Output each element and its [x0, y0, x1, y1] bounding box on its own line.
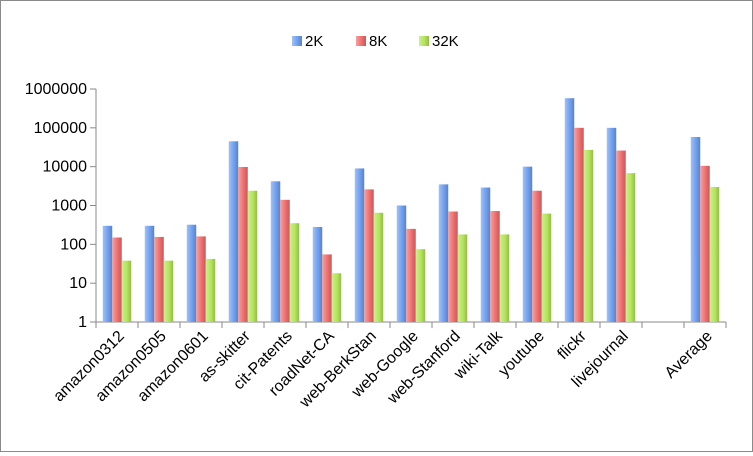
legend-label: 32K	[432, 33, 459, 50]
bar-32k-livejournal	[625, 173, 636, 322]
bar-2k-web-google	[396, 205, 407, 322]
bar-8k-roadnet-ca	[322, 254, 332, 322]
bar-32k-web-google	[415, 249, 426, 322]
bar-8k-amazon0601	[196, 236, 206, 322]
bar-32k-amazon0505	[163, 260, 174, 322]
bar-8k-web-stanford	[448, 211, 458, 322]
legend-item-8k: 8K	[356, 33, 387, 50]
bar-32k-as-skitter	[247, 190, 258, 322]
bar-8k-amazon0312	[112, 237, 122, 322]
x-tick-label: youtube	[496, 328, 548, 380]
bar-2k-wiki-talk	[480, 187, 491, 322]
bar-2k-web-berkstan	[354, 168, 365, 322]
y-tick-label: 1	[78, 314, 87, 331]
bar-8k-youtube	[532, 190, 542, 322]
bar-8k-web-google	[406, 228, 416, 322]
y-tick-label: 1000000	[25, 81, 87, 98]
bar-2k-cit-patents	[270, 181, 281, 322]
bar-8k-average	[700, 165, 710, 322]
bar-2k-livejournal	[606, 127, 617, 322]
bar-2k-flickr	[564, 98, 575, 322]
bar-32k-web-stanford	[457, 234, 468, 322]
x-tick-label: web-Stanford	[384, 328, 464, 408]
legend-item-32k: 32K	[419, 33, 459, 50]
x-tick-label: amazon0312	[50, 328, 128, 406]
bar-2k-amazon0505	[144, 225, 155, 322]
bar-8k-web-berkstan	[364, 189, 374, 322]
y-tick-label: 1000	[51, 198, 87, 215]
bar-32k-amazon0601	[205, 258, 216, 322]
bar-8k-amazon0505	[154, 236, 164, 322]
bar-32k-flickr	[583, 149, 594, 322]
bar-2k-amazon0312	[102, 225, 113, 322]
bar-32k-cit-patents	[289, 223, 300, 322]
bar-32k-average	[709, 186, 720, 322]
bar-8k-cit-patents	[280, 199, 290, 322]
bar-32k-youtube	[541, 213, 552, 322]
y-tick-label: 100000	[34, 120, 87, 137]
bar-8k-flickr	[574, 127, 584, 322]
bar-2k-youtube	[522, 166, 533, 322]
bar-32k-web-berkstan	[373, 212, 384, 322]
y-tick-label: 10000	[43, 159, 88, 176]
x-tick-label: flickr	[555, 327, 591, 363]
bars	[102, 98, 720, 322]
bar-2k-average	[690, 137, 701, 322]
legend-swatch	[356, 36, 366, 46]
legend-label: 2K	[305, 33, 323, 50]
bar-2k-as-skitter	[228, 141, 239, 322]
bar-8k-livejournal	[616, 150, 626, 322]
bar-32k-wiki-talk	[499, 234, 510, 322]
y-tick-label: 10	[69, 275, 87, 292]
x-axis: amazon0312amazon0505amazon0601as-skitter…	[50, 321, 727, 412]
legend-swatch	[292, 36, 302, 46]
legend-swatch	[419, 36, 429, 46]
bar-2k-roadnet-ca	[312, 226, 323, 322]
bar-32k-roadnet-ca	[331, 273, 342, 322]
bar-8k-as-skitter	[238, 167, 248, 322]
bar-32k-amazon0312	[121, 260, 132, 322]
legend-label: 8K	[369, 33, 387, 50]
x-tick-label: Average	[662, 328, 716, 382]
bar-2k-amazon0601	[186, 224, 197, 322]
legend-item-2k: 2K	[292, 33, 323, 50]
y-tick-label: 100	[60, 236, 87, 253]
bar-2k-web-stanford	[438, 184, 449, 322]
legend: 2K 8K 32K	[292, 33, 459, 50]
bar-8k-wiki-talk	[490, 211, 500, 322]
y-axis: 1 10 100 1000 10000 100000 1000000	[25, 81, 97, 331]
